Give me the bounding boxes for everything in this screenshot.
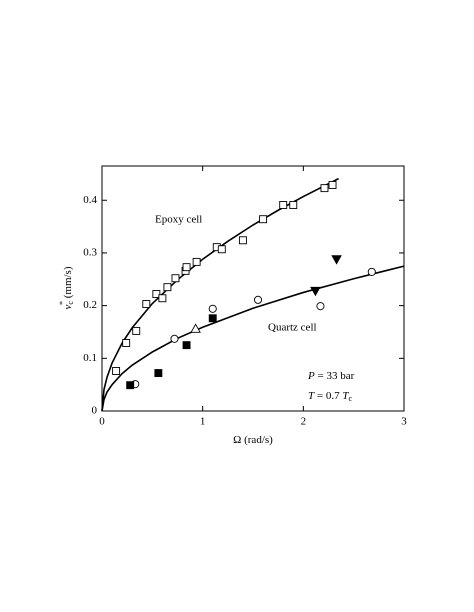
x-label-unit: (rad/s) — [244, 434, 273, 446]
data-point — [279, 201, 288, 209]
data-point — [154, 369, 163, 378]
data-point — [208, 314, 217, 323]
y-tick-label: 0 — [92, 405, 98, 417]
data-point — [170, 334, 179, 343]
y-label-unit: (mm/s) — [62, 266, 74, 298]
annotation-symbol: T — [308, 390, 315, 402]
annotation: Quartz cell — [268, 322, 317, 334]
data-point — [142, 300, 151, 308]
data-point — [182, 341, 191, 350]
data-point — [152, 290, 161, 298]
data-point — [316, 302, 325, 311]
annotation-symbol: P — [307, 370, 315, 382]
x-tick-label: 0 — [99, 416, 105, 428]
y-tick-label: 0.4 — [83, 194, 97, 206]
annotation-subscript: c — [348, 394, 352, 403]
data-point — [253, 295, 263, 304]
annotation-symbol: T — [342, 390, 349, 402]
y-tick-label: 0.2 — [83, 299, 97, 311]
y-tick-label: 0.3 — [83, 246, 97, 258]
y-axis-label: vc* (mm/s) — [58, 266, 75, 309]
data-point — [238, 236, 247, 245]
data-point — [190, 323, 201, 333]
fit-curve — [101, 177, 339, 412]
data-point — [320, 184, 329, 193]
data-point — [122, 339, 131, 347]
x-tick-label: 3 — [401, 416, 407, 428]
data-point — [331, 255, 342, 265]
fit-curve — [101, 265, 405, 412]
data-point — [126, 381, 135, 390]
annotation: P = 33 bar — [307, 370, 355, 382]
data-point — [289, 201, 298, 209]
x-axis-label: Ω (rad/s) — [233, 434, 273, 446]
data-point — [163, 283, 172, 292]
data-point — [217, 245, 226, 254]
y-label-subscript: c — [66, 301, 75, 305]
data-point — [259, 215, 268, 224]
data-point — [132, 326, 141, 335]
data-point — [367, 267, 376, 276]
y-label-symbol: v — [62, 304, 74, 309]
x-tick-label: 2 — [301, 416, 307, 428]
annotation: T = 0.7 Tc — [308, 390, 352, 403]
x-label-symbol: Ω — [233, 434, 241, 446]
data-point — [158, 294, 167, 303]
data-point — [192, 257, 201, 266]
annotation-text: = 33 bar — [317, 370, 354, 382]
data-point — [171, 274, 180, 283]
data-point — [112, 367, 121, 375]
data-point — [328, 181, 337, 189]
x-tick-label: 1 — [200, 416, 206, 428]
y-tick-label: 0.1 — [83, 352, 97, 364]
data-point — [208, 304, 217, 313]
annotation-text: = 0.7 — [317, 390, 340, 402]
data-point — [182, 263, 191, 272]
data-point — [310, 286, 321, 297]
annotation: Epoxy cell — [155, 214, 202, 226]
plot-frame — [101, 165, 405, 412]
y-label-superscript: * — [58, 301, 67, 305]
